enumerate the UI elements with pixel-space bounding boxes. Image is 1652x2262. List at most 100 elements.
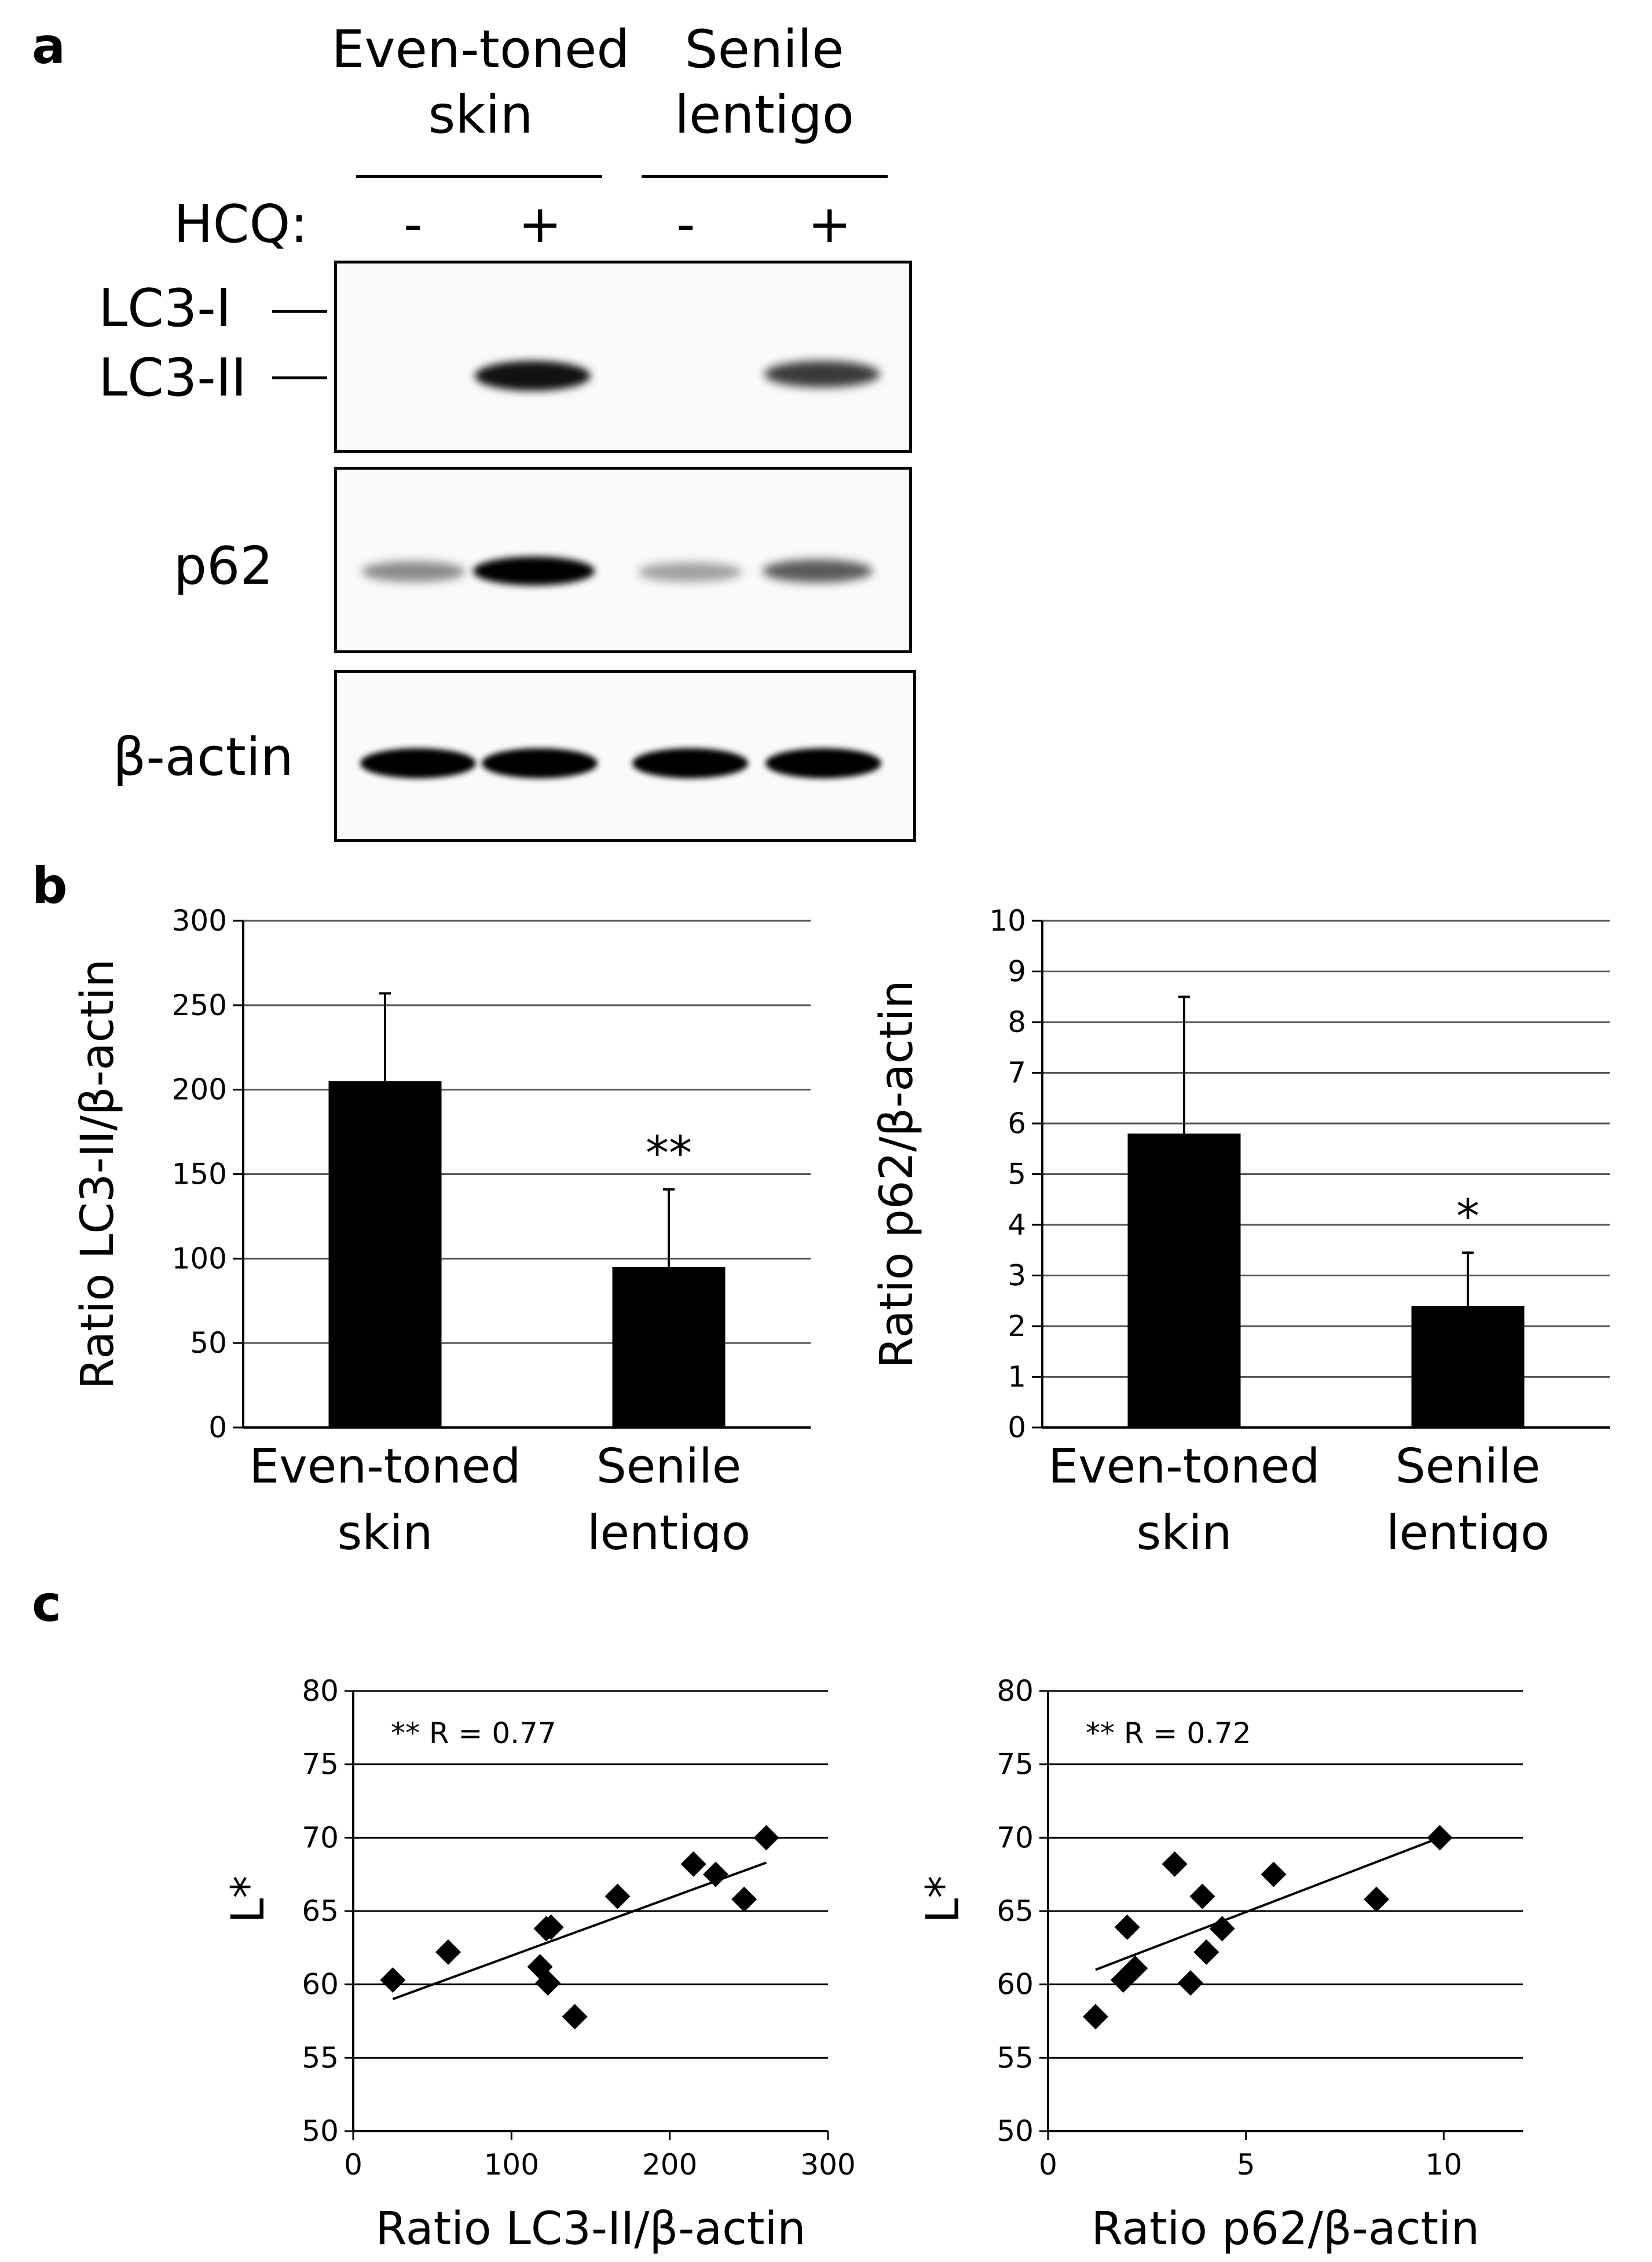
lc3-blot bbox=[334, 261, 912, 453]
y-tick-label: 6 bbox=[1008, 1107, 1026, 1140]
trendline bbox=[1095, 1836, 1441, 1971]
lane-sign-2: + bbox=[518, 194, 562, 255]
y-axis-label: L* bbox=[917, 1876, 969, 1923]
bar bbox=[1411, 1306, 1525, 1428]
significance-marker: ** bbox=[646, 1126, 692, 1180]
lc3-ii-marker-line bbox=[272, 376, 327, 379]
y-tick-label: 60 bbox=[997, 1968, 1034, 2001]
x-category-label: Even-toned bbox=[249, 1439, 521, 1494]
y-tick-label: 0 bbox=[1008, 1411, 1026, 1444]
data-point bbox=[1364, 1886, 1390, 1912]
x-category-label: Senile bbox=[596, 1439, 741, 1494]
data-point bbox=[680, 1851, 706, 1877]
bar bbox=[328, 1081, 442, 1428]
p62-band-lane4 bbox=[763, 559, 873, 583]
panel-b-letter: b bbox=[32, 857, 68, 915]
hcq-label: HCQ: bbox=[174, 194, 308, 255]
correlation-annotation: ** R = 0.72 bbox=[1086, 1716, 1251, 1750]
y-tick-label: 5 bbox=[1008, 1158, 1026, 1191]
x-category-label: lentigo bbox=[587, 1506, 750, 1552]
x-category-label: Even-toned bbox=[1048, 1439, 1320, 1494]
y-tick-label: 2 bbox=[1008, 1309, 1026, 1343]
x-tick-label: 0 bbox=[1039, 2148, 1057, 2182]
y-tick-label: 10 bbox=[989, 904, 1026, 938]
y-axis-label: L* bbox=[222, 1876, 274, 1923]
panel-c-letter: c bbox=[32, 1575, 61, 1633]
trendline bbox=[392, 1861, 767, 2000]
data-point bbox=[731, 1886, 757, 1912]
x-category-label: skin bbox=[338, 1506, 433, 1552]
data-point bbox=[753, 1825, 779, 1851]
p62-bar-chart: 0 1 2 3 4 5 6 7 8 9 10 Even-toned skin * Senile lentigo… bbox=[871, 904, 1610, 1552]
y-tick-label: 200 bbox=[172, 1073, 227, 1107]
data-point bbox=[1427, 1825, 1453, 1851]
data-point bbox=[1122, 1955, 1148, 1981]
lc3-ii-band-lane4 bbox=[764, 361, 880, 387]
x-tick-label: 300 bbox=[800, 2148, 855, 2182]
group-label-senile-lentigo-line2: lentigo bbox=[675, 84, 854, 145]
data-point bbox=[1189, 1883, 1215, 1909]
lc3-ii-band-lane2 bbox=[475, 361, 591, 391]
significance-marker: * bbox=[1456, 1189, 1479, 1243]
actin-label: β-actin bbox=[113, 727, 294, 788]
x-category-label: Senile bbox=[1395, 1439, 1540, 1494]
y-tick-label: 4 bbox=[1008, 1208, 1026, 1242]
actin-band-lane3 bbox=[632, 748, 748, 778]
group-label-even-toned-line1: Even-toned bbox=[331, 19, 630, 80]
data-point bbox=[380, 1967, 406, 1993]
data-point bbox=[1209, 1916, 1235, 1942]
group-underline-senile-lentigo bbox=[642, 175, 888, 178]
p62-scatter-chart: 50 55 60 65 70 75 80 0 5 10 ** R = 0.72 Ratio p62/β… bbox=[917, 1674, 1523, 2255]
panel-a-letter: a bbox=[32, 17, 66, 75]
data-point bbox=[1261, 1861, 1287, 1887]
data-point bbox=[562, 2004, 588, 2030]
y-tick-label: 3 bbox=[1008, 1259, 1026, 1293]
y-tick-label: 65 bbox=[997, 1894, 1034, 1928]
bar bbox=[1127, 1133, 1241, 1428]
actin-band-lane1 bbox=[360, 748, 476, 778]
y-tick-label: 70 bbox=[302, 1821, 339, 1854]
actin-band-lane2 bbox=[482, 748, 598, 778]
y-tick-label: 50 bbox=[997, 2114, 1034, 2148]
y-tick-label: 75 bbox=[997, 1748, 1034, 1781]
p62-label: p62 bbox=[174, 536, 273, 596]
correlation-annotation: ** R = 0.77 bbox=[391, 1716, 556, 1750]
actin-blot bbox=[334, 670, 916, 842]
data-point bbox=[1110, 1967, 1136, 1993]
data-point bbox=[1178, 1970, 1203, 1996]
y-tick-label: 55 bbox=[302, 2041, 339, 2074]
x-tick-label: 200 bbox=[642, 2148, 697, 2182]
y-tick-label: 65 bbox=[302, 1894, 339, 1928]
lane-sign-1: - bbox=[404, 194, 423, 255]
lc3-ii-label: LC3-II bbox=[98, 347, 247, 408]
data-point bbox=[538, 1914, 564, 1940]
x-category-label: lentigo bbox=[1386, 1506, 1550, 1552]
bar bbox=[612, 1267, 726, 1428]
group-label-even-toned-line2: skin bbox=[428, 84, 533, 145]
group-underline-even-toned bbox=[356, 175, 602, 178]
lc3-i-label: LC3-I bbox=[98, 278, 232, 339]
x-tick-label: 100 bbox=[484, 2148, 539, 2182]
data-point bbox=[1162, 1851, 1188, 1877]
y-tick-label: 80 bbox=[302, 1674, 339, 1708]
y-tick-label: 7 bbox=[1008, 1056, 1026, 1090]
data-point bbox=[1193, 1939, 1219, 1965]
data-point bbox=[535, 1970, 561, 1996]
y-tick-label: 70 bbox=[997, 1821, 1034, 1854]
group-label-senile-lentigo: Senile lentigo bbox=[643, 17, 886, 148]
data-point bbox=[702, 1861, 728, 1887]
lc3-scatter-chart: 50 55 60 65 70 75 80 0 100 200 300 ** R = 0.77 Ratio… bbox=[222, 1674, 856, 2255]
p62-band-lane1 bbox=[361, 561, 466, 582]
y-tick-label: 300 bbox=[172, 904, 227, 938]
lane-sign-3: - bbox=[676, 194, 695, 255]
lane-sign-4: + bbox=[808, 194, 852, 255]
actin-band-lane4 bbox=[765, 748, 881, 778]
p62-blot bbox=[334, 467, 912, 653]
y-tick-label: 75 bbox=[302, 1748, 339, 1781]
x-axis-label: Ratio LC3-II/β-actin bbox=[375, 2203, 805, 2255]
x-tick-label: 10 bbox=[1426, 2148, 1463, 2182]
y-tick-label: 50 bbox=[190, 1326, 227, 1360]
y-tick-label: 55 bbox=[997, 2041, 1034, 2074]
p62-band-lane3 bbox=[638, 562, 742, 582]
data-point bbox=[1083, 2004, 1108, 2030]
